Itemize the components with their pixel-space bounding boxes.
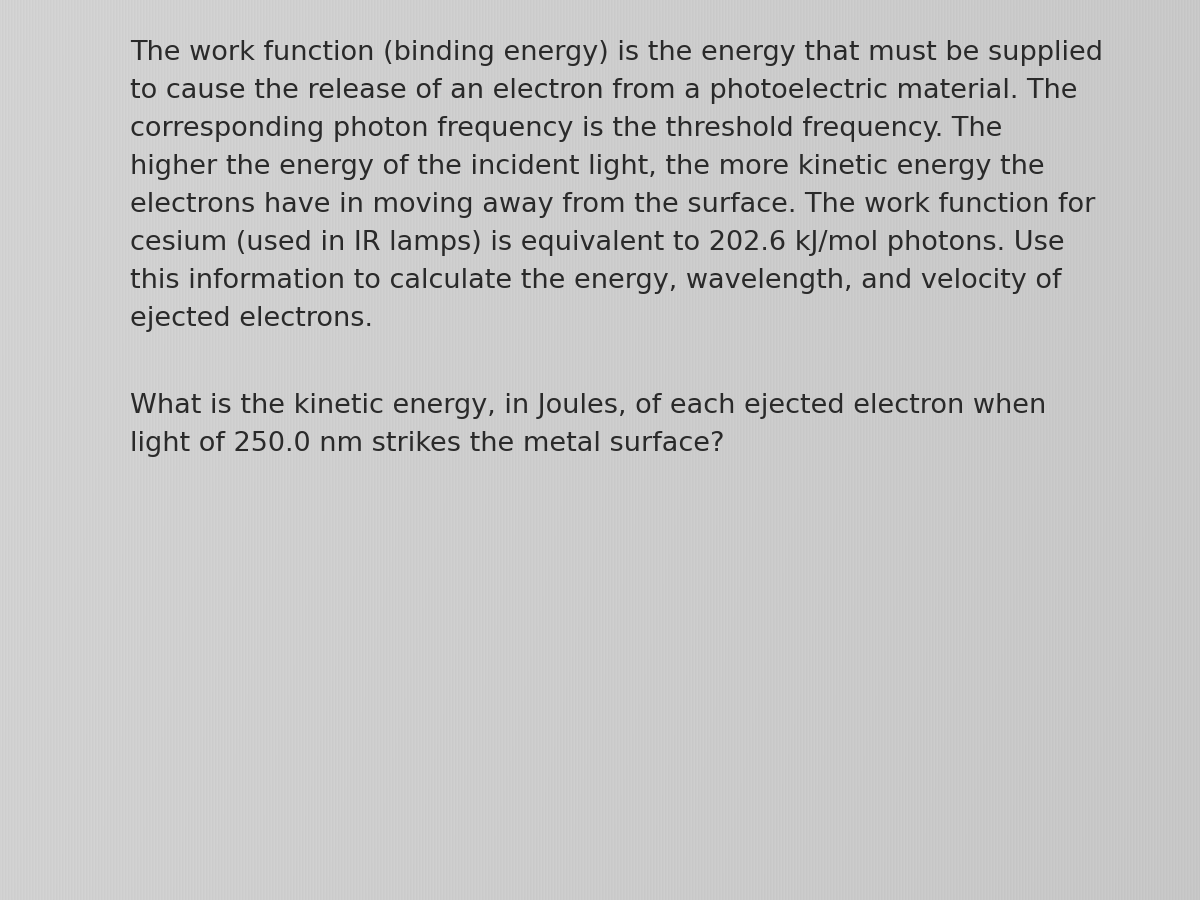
Text: corresponding photon frequency is the threshold frequency. The: corresponding photon frequency is the th… <box>130 116 1002 142</box>
Text: electrons have in moving away from the surface. The work function for: electrons have in moving away from the s… <box>130 192 1096 218</box>
Text: light of 250.0 nm strikes the metal surface?: light of 250.0 nm strikes the metal surf… <box>130 431 725 457</box>
Text: The work function (binding energy) is the energy that must be supplied: The work function (binding energy) is th… <box>130 40 1103 66</box>
Text: ejected electrons.: ejected electrons. <box>130 306 373 332</box>
Text: higher the energy of the incident light, the more kinetic energy the: higher the energy of the incident light,… <box>130 154 1045 180</box>
Text: cesium (used in IR lamps) is equivalent to 202.6 kJ/mol photons. Use: cesium (used in IR lamps) is equivalent … <box>130 230 1064 256</box>
Text: this information to calculate the energy, wavelength, and velocity of: this information to calculate the energy… <box>130 268 1062 294</box>
Text: to cause the release of an electron from a photoelectric material. The: to cause the release of an electron from… <box>130 78 1078 104</box>
Text: What is the kinetic energy, in Joules, of each ejected electron when: What is the kinetic energy, in Joules, o… <box>130 393 1046 419</box>
